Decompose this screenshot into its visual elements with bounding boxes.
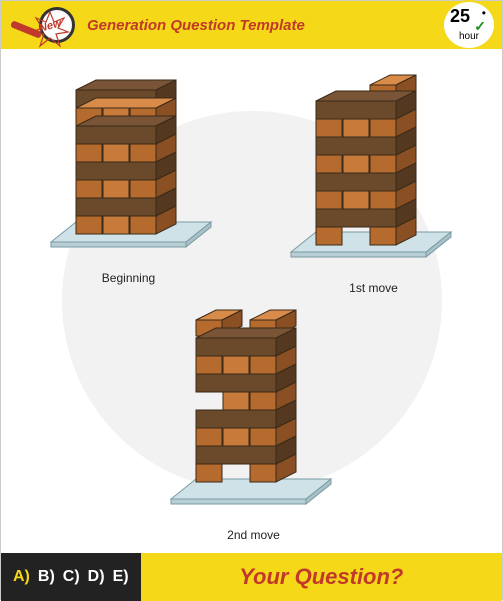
answer-choices: A) B) C) D) E) <box>1 553 141 601</box>
question-prompt: Your Question? <box>141 553 502 601</box>
tower-move1: 1st move <box>281 67 466 295</box>
choice-b[interactable]: B) <box>38 568 55 586</box>
magnifier-icon: New <box>9 5 79 45</box>
choice-e[interactable]: E) <box>113 568 129 586</box>
time-unit: hour <box>444 31 494 42</box>
choice-c[interactable]: C) <box>63 568 80 586</box>
choice-a[interactable]: A) <box>13 568 30 586</box>
tower-svg-1 <box>41 67 216 262</box>
choice-d[interactable]: D) <box>88 568 105 586</box>
tower-move2: 2nd move <box>161 304 346 542</box>
caption-1: Beginning <box>41 271 216 285</box>
header-title: Generation Question Template <box>87 17 305 34</box>
header-bar: New Generation Question Template 25 • ✓ … <box>1 1 502 49</box>
caption-3: 2nd move <box>161 528 346 542</box>
diagram-canvas: Beginning <box>1 49 502 553</box>
caption-2: 1st move <box>281 281 466 295</box>
tower-svg-2 <box>281 67 466 272</box>
tower-svg-3 <box>161 304 346 519</box>
tower-beginning: Beginning <box>41 67 216 285</box>
footer-bar: A) B) C) D) E) Your Question? <box>1 553 502 601</box>
time-badge: 25 • ✓ hour <box>444 2 494 48</box>
time-number: 25 <box>450 6 470 27</box>
